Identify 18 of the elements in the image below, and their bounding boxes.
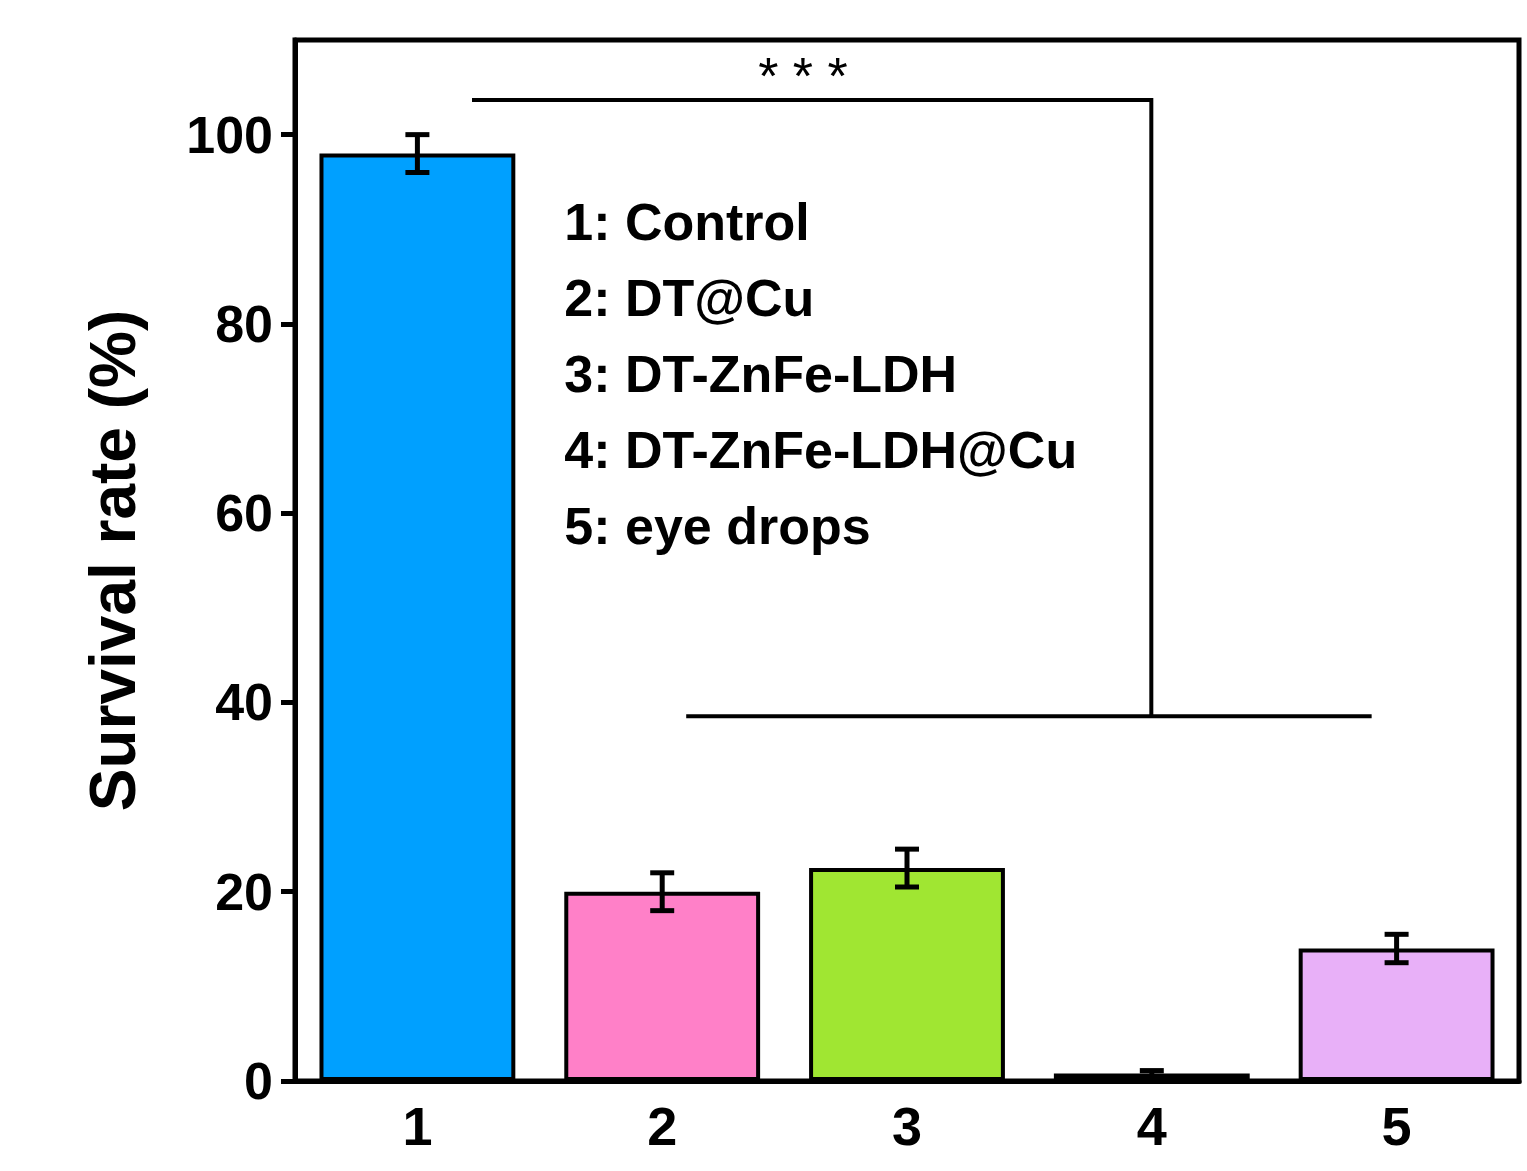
x-tick-label: 3 [891, 1096, 923, 1156]
annotation: * * * [758, 47, 848, 106]
y-tick-label: 0 [244, 1052, 273, 1110]
x-tick-label: 2 [647, 1096, 678, 1156]
x-tick-label: 1 [402, 1096, 433, 1156]
x-tick-label: 5 [1381, 1096, 1412, 1156]
annotation: 5: eye drops [564, 497, 871, 556]
y-axis-title: Survival rate (%) [77, 309, 149, 812]
annotation: 3: DT-ZnFe-LDH [564, 345, 958, 404]
x-tick-label: 4 [1136, 1096, 1167, 1156]
annotation: 1: Control [564, 193, 810, 252]
y-tick-label: 100 [186, 105, 273, 164]
y-tick-label: 80 [215, 294, 273, 353]
y-tick-label: 20 [215, 862, 273, 921]
annotation: 4: DT-ZnFe-LDH@Cu [564, 421, 1078, 480]
y-tick-label: 40 [215, 673, 273, 732]
y-tick-label: 60 [215, 484, 273, 543]
annotation: 2: DT@Cu [564, 269, 815, 328]
